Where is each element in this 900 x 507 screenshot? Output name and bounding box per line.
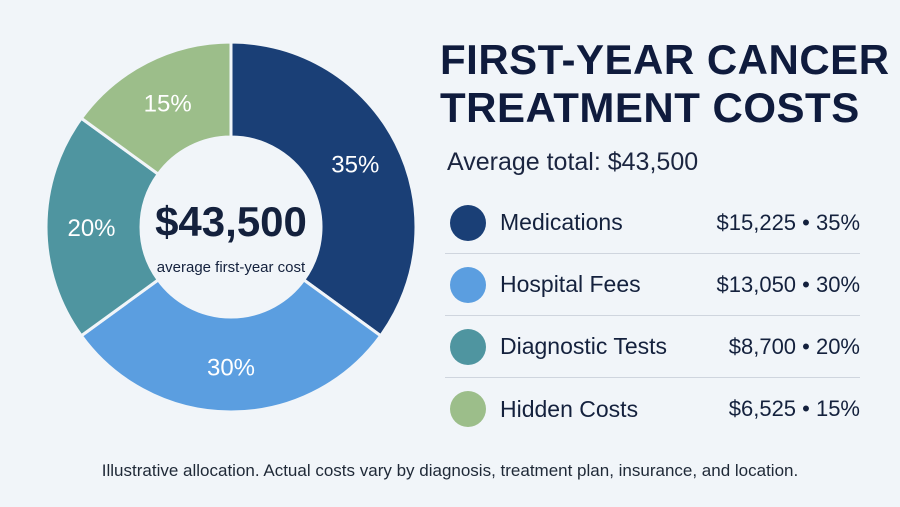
- donut-slice-diagnostic-tests: [44, 116, 160, 338]
- legend-value: $15,225 • 35%: [716, 209, 860, 235]
- chart-title: FIRST-YEAR CANCER TREATMENT COSTS: [440, 36, 890, 132]
- legend-item-hospital-fees: Hospital Fees $13,050 • 30%: [445, 254, 860, 316]
- legend-swatch: [450, 266, 486, 303]
- donut-slice-labels: 35% 30% 20% 15%: [67, 91, 379, 382]
- chart-title-line-2: TREATMENT COSTS: [440, 84, 860, 131]
- footnote: Illustrative allocation. Actual costs va…: [101, 461, 799, 480]
- donut-slices: [44, 40, 418, 414]
- donut-chart: 35% 30% 20% 15% $43,500 average first-year …: [44, 40, 418, 414]
- donut-slice-hospital-fees: [79, 278, 383, 414]
- legend: Medications $15,225 • 35% Hospital Fees …: [445, 192, 860, 440]
- legend-item-medications: Medications $15,225 • 35%: [445, 192, 860, 254]
- legend-swatch: [450, 391, 486, 427]
- donut-slice-hidden-costs: [79, 40, 233, 176]
- chart-subtitle: Average total: $43,500: [447, 148, 699, 176]
- legend-swatch: [450, 204, 486, 241]
- chart-title-line-1: FIRST-YEAR CANCER: [440, 36, 890, 83]
- legend-item-hidden-costs: Hidden Costs $6,525 • 15%: [445, 378, 860, 440]
- legend-label: Diagnostic Tests: [500, 333, 668, 359]
- center-total-value: $43,500: [155, 198, 307, 245]
- legend-value: $13,050 • 30%: [716, 271, 860, 297]
- donut-slice-label: 20%: [67, 215, 115, 242]
- donut-slice-medications: [229, 40, 418, 338]
- donut-slice-label: 30%: [207, 355, 255, 382]
- legend-label: Hidden Costs: [500, 395, 639, 422]
- legend-swatch: [450, 328, 486, 365]
- donut-slice-label: 15%: [144, 91, 192, 118]
- legend-label: Hospital Fees: [500, 271, 641, 297]
- center-total-caption: average first-year cost: [157, 259, 306, 276]
- donut-slice-label: 35%: [331, 152, 379, 179]
- legend-label: Medications: [500, 209, 623, 235]
- legend-value: $6,525 • 15%: [728, 396, 860, 421]
- legend-item-diagnostic-tests: Diagnostic Tests $8,700 • 20%: [445, 316, 860, 378]
- legend-value: $8,700 • 20%: [728, 333, 860, 359]
